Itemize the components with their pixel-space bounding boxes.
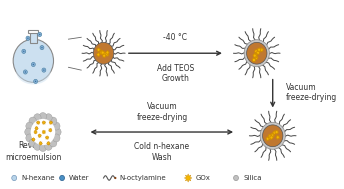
Ellipse shape xyxy=(45,114,52,122)
Polygon shape xyxy=(102,51,107,56)
Ellipse shape xyxy=(34,142,41,150)
Ellipse shape xyxy=(31,119,55,145)
Polygon shape xyxy=(272,130,277,135)
Ellipse shape xyxy=(26,134,33,142)
Polygon shape xyxy=(266,136,270,141)
Polygon shape xyxy=(36,121,40,125)
Ellipse shape xyxy=(35,81,36,82)
Polygon shape xyxy=(268,134,272,139)
Bar xyxy=(28,30,39,33)
Polygon shape xyxy=(96,47,101,52)
Ellipse shape xyxy=(50,117,57,125)
Polygon shape xyxy=(42,130,46,134)
Text: Add TEOS
Growth: Add TEOS Growth xyxy=(157,64,194,83)
Polygon shape xyxy=(99,50,104,55)
Ellipse shape xyxy=(29,117,36,125)
Text: Vacuum
freeze-drying: Vacuum freeze-drying xyxy=(136,102,187,122)
Ellipse shape xyxy=(40,46,44,50)
Polygon shape xyxy=(105,52,109,57)
Polygon shape xyxy=(254,55,258,60)
Ellipse shape xyxy=(22,49,26,53)
Polygon shape xyxy=(49,128,52,132)
Ellipse shape xyxy=(23,70,27,74)
Polygon shape xyxy=(39,141,43,145)
Text: N-octylamine: N-octylamine xyxy=(119,175,166,181)
Polygon shape xyxy=(31,137,35,142)
Polygon shape xyxy=(99,50,104,55)
Ellipse shape xyxy=(247,42,267,64)
Ellipse shape xyxy=(50,139,57,147)
Polygon shape xyxy=(256,50,260,55)
Ellipse shape xyxy=(33,64,34,65)
Polygon shape xyxy=(105,50,110,55)
Ellipse shape xyxy=(114,177,116,179)
Ellipse shape xyxy=(25,71,26,73)
Ellipse shape xyxy=(16,59,51,84)
Ellipse shape xyxy=(248,43,266,63)
Polygon shape xyxy=(102,53,106,58)
Ellipse shape xyxy=(34,79,37,83)
Ellipse shape xyxy=(34,114,41,122)
Ellipse shape xyxy=(23,51,24,52)
Text: N-hexane: N-hexane xyxy=(21,175,55,181)
Polygon shape xyxy=(269,135,274,140)
Polygon shape xyxy=(270,133,275,138)
Ellipse shape xyxy=(43,69,45,71)
Ellipse shape xyxy=(26,36,30,40)
Polygon shape xyxy=(96,52,101,57)
Ellipse shape xyxy=(12,175,17,181)
Polygon shape xyxy=(184,174,192,182)
Polygon shape xyxy=(252,53,257,58)
Ellipse shape xyxy=(26,122,33,130)
Polygon shape xyxy=(275,130,279,135)
Polygon shape xyxy=(257,47,261,52)
Polygon shape xyxy=(45,136,49,140)
Ellipse shape xyxy=(45,142,52,150)
Polygon shape xyxy=(34,130,37,134)
Polygon shape xyxy=(252,57,256,62)
Ellipse shape xyxy=(95,43,113,63)
Ellipse shape xyxy=(53,134,60,142)
Polygon shape xyxy=(254,49,258,54)
Polygon shape xyxy=(253,54,258,59)
Ellipse shape xyxy=(53,122,60,130)
Ellipse shape xyxy=(13,39,54,82)
Text: Reverse
microemulsion: Reverse microemulsion xyxy=(5,141,62,162)
Polygon shape xyxy=(100,50,105,55)
Ellipse shape xyxy=(41,47,43,48)
Text: Vacuum
freeze-drying: Vacuum freeze-drying xyxy=(286,83,337,102)
Polygon shape xyxy=(268,135,272,140)
Bar xyxy=(30,32,37,43)
Text: -40 °C: -40 °C xyxy=(163,33,187,42)
Ellipse shape xyxy=(260,122,285,149)
Ellipse shape xyxy=(27,37,29,39)
Polygon shape xyxy=(49,121,53,125)
Ellipse shape xyxy=(25,128,32,136)
Polygon shape xyxy=(46,141,50,145)
Text: Cold n-hexane
Wash: Cold n-hexane Wash xyxy=(135,142,190,162)
Ellipse shape xyxy=(39,143,47,152)
Ellipse shape xyxy=(39,113,47,121)
Ellipse shape xyxy=(29,139,36,147)
Text: GOx: GOx xyxy=(195,175,210,181)
Ellipse shape xyxy=(60,175,65,181)
Ellipse shape xyxy=(234,175,238,181)
Polygon shape xyxy=(42,121,46,125)
Polygon shape xyxy=(38,134,42,138)
Polygon shape xyxy=(270,133,275,138)
Ellipse shape xyxy=(31,62,35,67)
Text: Silica: Silica xyxy=(243,175,261,181)
Polygon shape xyxy=(254,53,258,57)
Ellipse shape xyxy=(244,40,269,67)
Polygon shape xyxy=(276,135,280,140)
Ellipse shape xyxy=(93,42,114,64)
Text: Water: Water xyxy=(69,175,89,181)
Ellipse shape xyxy=(39,34,41,35)
Ellipse shape xyxy=(42,68,46,72)
Polygon shape xyxy=(259,47,264,52)
Ellipse shape xyxy=(54,128,61,136)
Ellipse shape xyxy=(38,32,42,36)
Polygon shape xyxy=(35,126,39,130)
Ellipse shape xyxy=(262,125,283,147)
